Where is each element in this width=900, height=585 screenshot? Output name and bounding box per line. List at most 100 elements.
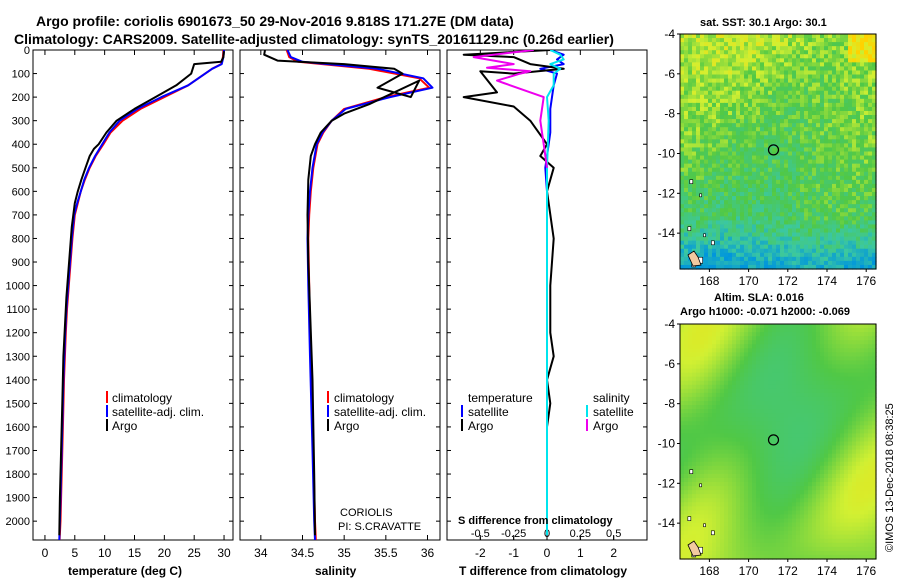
- map-cell: [704, 385, 709, 390]
- map-cell: [860, 99, 865, 104]
- map-cell: [832, 176, 837, 181]
- map-cell: [848, 70, 853, 75]
- map-cell: [712, 115, 717, 120]
- map-cell: [848, 34, 853, 39]
- map-cell: [752, 450, 757, 455]
- map-cell: [820, 115, 825, 120]
- map-cell: [768, 70, 773, 75]
- y-tick-label: 0: [24, 45, 30, 57]
- map-cell: [684, 139, 689, 144]
- map-cell: [728, 87, 733, 92]
- map-cell: [704, 79, 709, 84]
- map-cell: [812, 127, 817, 132]
- map-cell: [736, 79, 741, 84]
- map-cell: [812, 95, 817, 100]
- map-cell: [736, 470, 741, 475]
- map-cell: [688, 147, 693, 152]
- map-cell: [800, 176, 805, 181]
- map-cell: [728, 127, 733, 132]
- map-cell: [792, 196, 797, 201]
- map-cell: [712, 204, 717, 209]
- map-cell: [760, 91, 765, 96]
- map-cell: [824, 377, 829, 382]
- map-cell: [768, 95, 773, 100]
- map-cell: [680, 46, 685, 51]
- x-tick-label: 176: [856, 274, 876, 288]
- map-cell: [836, 360, 841, 365]
- map-cell: [680, 224, 685, 229]
- map-cell: [836, 377, 841, 382]
- map-cell: [764, 42, 769, 47]
- map-cell: [844, 381, 849, 386]
- map-cell: [680, 365, 685, 370]
- map-cell: [684, 156, 689, 161]
- map-cell: [772, 66, 777, 71]
- map-cell: [800, 200, 805, 205]
- map-cell: [736, 184, 741, 189]
- map-cell: [848, 123, 853, 128]
- map-cell: [700, 188, 705, 193]
- map-cell: [868, 42, 873, 47]
- map-cell: [760, 135, 765, 140]
- map-cell: [692, 442, 697, 447]
- map-cell: [824, 442, 829, 447]
- map-cell: [788, 237, 793, 242]
- map-cell: [700, 164, 705, 169]
- map-cell: [684, 237, 689, 242]
- map-cell: [728, 168, 733, 173]
- map-cell: [832, 54, 837, 59]
- map-cell: [796, 340, 801, 345]
- map-cell: [796, 249, 801, 254]
- map-cell: [776, 336, 781, 341]
- map-cell: [840, 188, 845, 193]
- map-cell: [752, 356, 757, 361]
- map-cell: [804, 87, 809, 92]
- map-cell: [816, 470, 821, 475]
- map-cell: [740, 365, 745, 370]
- map-cell: [788, 474, 793, 479]
- map-cell: [816, 429, 821, 434]
- map-cell: [840, 413, 845, 418]
- y-tick-label: 1400: [6, 375, 30, 387]
- map-cell: [684, 46, 689, 51]
- map-cell: [756, 417, 761, 422]
- map-cell: [772, 257, 777, 262]
- map-cell: [704, 131, 709, 136]
- map-cell: [780, 356, 785, 361]
- map-cell: [864, 348, 869, 353]
- map-cell: [804, 139, 809, 144]
- map-cell: [812, 352, 817, 357]
- map-cell: [720, 46, 725, 51]
- map-cell: [864, 135, 869, 140]
- map-cell: [700, 152, 705, 157]
- map-cell: [772, 168, 777, 173]
- map-cell: [696, 224, 701, 229]
- map-cell: [724, 160, 729, 165]
- map-cell: [828, 429, 833, 434]
- map-cell: [784, 135, 789, 140]
- map-cell: [744, 70, 749, 75]
- map-cell: [776, 421, 781, 426]
- map-cell: [756, 107, 761, 112]
- map-cell: [768, 224, 773, 229]
- map-cell: [788, 46, 793, 51]
- map-cell: [840, 38, 845, 43]
- map-cell: [836, 409, 841, 414]
- map-cell: [752, 332, 757, 337]
- map-cell: [800, 249, 805, 254]
- legend-s-argo: Argo: [593, 419, 619, 433]
- map-cell: [824, 196, 829, 201]
- map-cell: [860, 83, 865, 88]
- map-cell: [820, 328, 825, 333]
- map-cell: [744, 454, 749, 459]
- map-cell: [700, 340, 705, 345]
- map-cell: [720, 91, 725, 96]
- map-cell: [848, 442, 853, 447]
- map-cell: [864, 188, 869, 193]
- map-cell: [780, 417, 785, 422]
- map-cell: [752, 429, 757, 434]
- map-cell: [764, 204, 769, 209]
- map-cell: [716, 196, 721, 201]
- map-cell: [784, 466, 789, 471]
- map-cell: [816, 466, 821, 471]
